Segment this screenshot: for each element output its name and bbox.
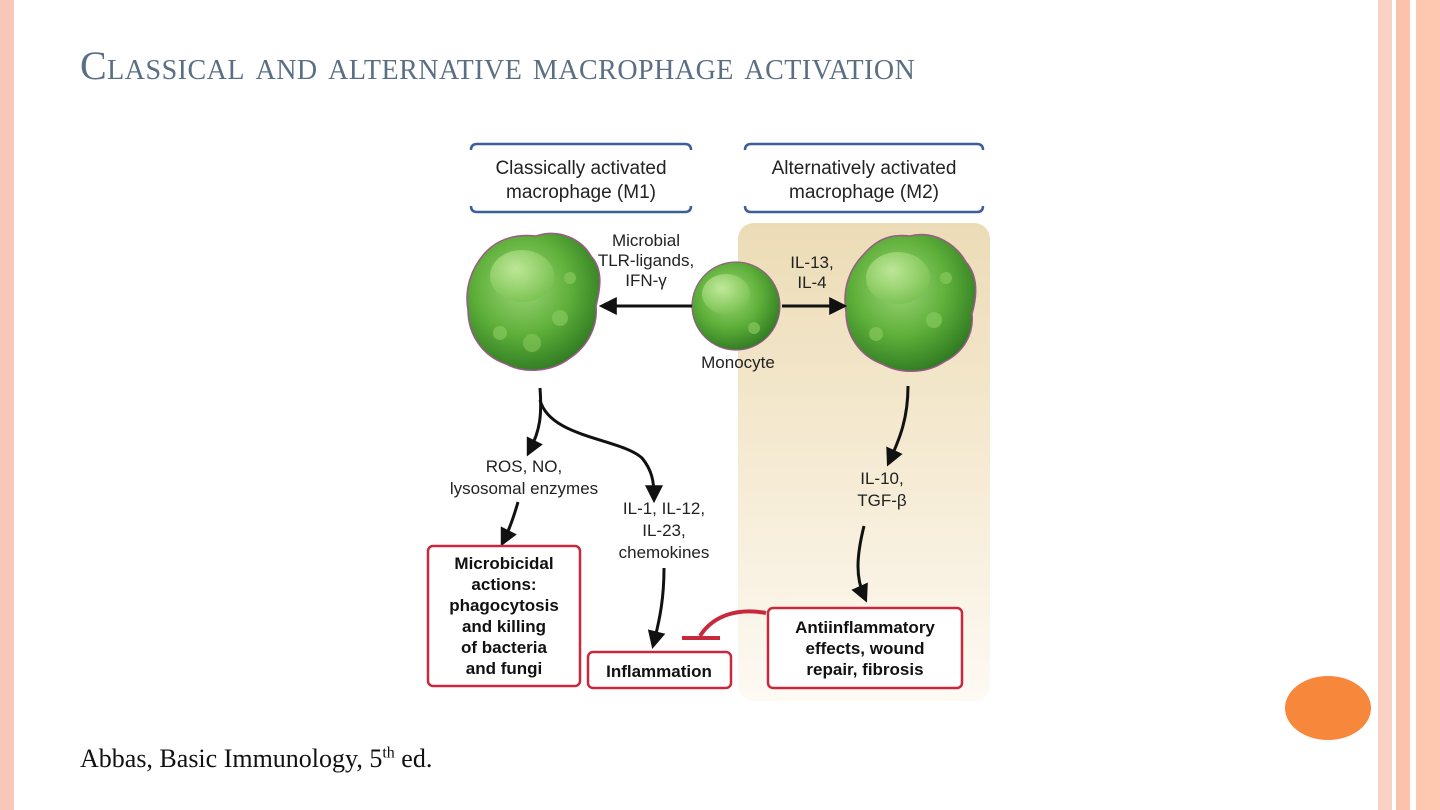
monocyte-cell: [691, 261, 781, 351]
svg-text:TGF-β: TGF-β: [857, 491, 907, 510]
svg-text:lysosomal enzymes: lysosomal enzymes: [450, 479, 598, 498]
slide-title: Classical and alternative macrophage act…: [80, 43, 916, 88]
citation-text: Abbas, Basic Immunology, 5: [80, 744, 383, 773]
svg-text:chemokines: chemokines: [619, 543, 710, 562]
svg-text:TLR-ligands,: TLR-ligands,: [598, 251, 694, 270]
citation-superscript: th: [382, 744, 395, 762]
m2-header-line-1: Alternatively activated: [772, 158, 957, 179]
m2-header-line-2: macrophage (M2): [789, 182, 939, 203]
svg-text:IL-23,: IL-23,: [642, 521, 685, 540]
svg-text:phagocytosis: phagocytosis: [449, 596, 559, 615]
arrow-m1-to-cytokines: [538, 399, 663, 504]
m1-header-line-1: Classically activated: [495, 158, 666, 179]
svg-text:IFN-γ: IFN-γ: [625, 271, 667, 290]
m1-macrophage-cell: [466, 232, 601, 371]
macrophage-activation-diagram: Classically activated macrophage (M1) Al…: [426, 142, 990, 701]
svg-text:IL-4: IL-4: [797, 273, 826, 292]
svg-text:ROS, NO,: ROS, NO,: [486, 457, 563, 476]
svg-text:IL-1, IL-12,: IL-1, IL-12,: [623, 499, 705, 518]
svg-text:effects, wound: effects, wound: [805, 639, 924, 658]
svg-text:actions:: actions:: [471, 575, 536, 594]
svg-text:Microbicidal: Microbicidal: [454, 554, 553, 573]
right-border-decoration: [1378, 0, 1440, 810]
m2-header: Alternatively activated macrophage (M2): [743, 142, 985, 214]
svg-text:IL-13,: IL-13,: [790, 253, 833, 272]
svg-text:Antiinflammatory: Antiinflammatory: [795, 618, 935, 637]
m1-header: Classically activated macrophage (M1): [469, 142, 693, 214]
m2-macrophage-cell: [844, 233, 977, 372]
m1-header-line-2: macrophage (M1): [506, 182, 656, 203]
svg-text:and killing: and killing: [462, 617, 546, 636]
svg-text:Inflammation: Inflammation: [606, 662, 712, 681]
antiinflammatory-box: Antiinflammatory effects, wound repair, …: [766, 606, 964, 690]
decorative-orange-circle: [1285, 676, 1371, 740]
microbicidal-box: Microbicidal actions: phagocytosis and k…: [426, 544, 582, 688]
cytokines-label: IL-1, IL-12, IL-23, chemokines: [619, 499, 710, 562]
monocyte-label: Monocyte: [701, 353, 775, 372]
citation: Abbas, Basic Immunology, 5th ed.: [80, 744, 432, 774]
arrow-il10-to-antiinflammatory: [851, 525, 868, 603]
svg-text:Microbial: Microbial: [612, 231, 680, 250]
inhibition-line: [682, 609, 767, 640]
svg-text:repair, fibrosis: repair, fibrosis: [806, 660, 923, 679]
arrow-cytokines-to-inflammation: [647, 567, 666, 649]
svg-text:of bacteria: of bacteria: [461, 638, 548, 657]
m1-stimulus-label: Microbial TLR-ligands, IFN-γ: [598, 231, 694, 290]
inflammation-box: Inflammation: [586, 650, 733, 690]
ros-label: ROS, NO, lysosomal enzymes: [450, 457, 598, 498]
citation-suffix: ed.: [394, 744, 433, 773]
arrow-ros-to-microbicidal: [500, 501, 520, 547]
arrow-m1-to-ros: [526, 387, 543, 457]
m2-stimulus-label: IL-13, IL-4: [790, 253, 833, 292]
m2-cytokines-label: IL-10, TGF-β: [857, 469, 907, 510]
svg-text:and fungi: and fungi: [466, 659, 542, 678]
arrow-m2-to-il10: [886, 385, 910, 467]
svg-text:IL-10,: IL-10,: [860, 469, 903, 488]
left-border-decoration: [0, 0, 14, 810]
